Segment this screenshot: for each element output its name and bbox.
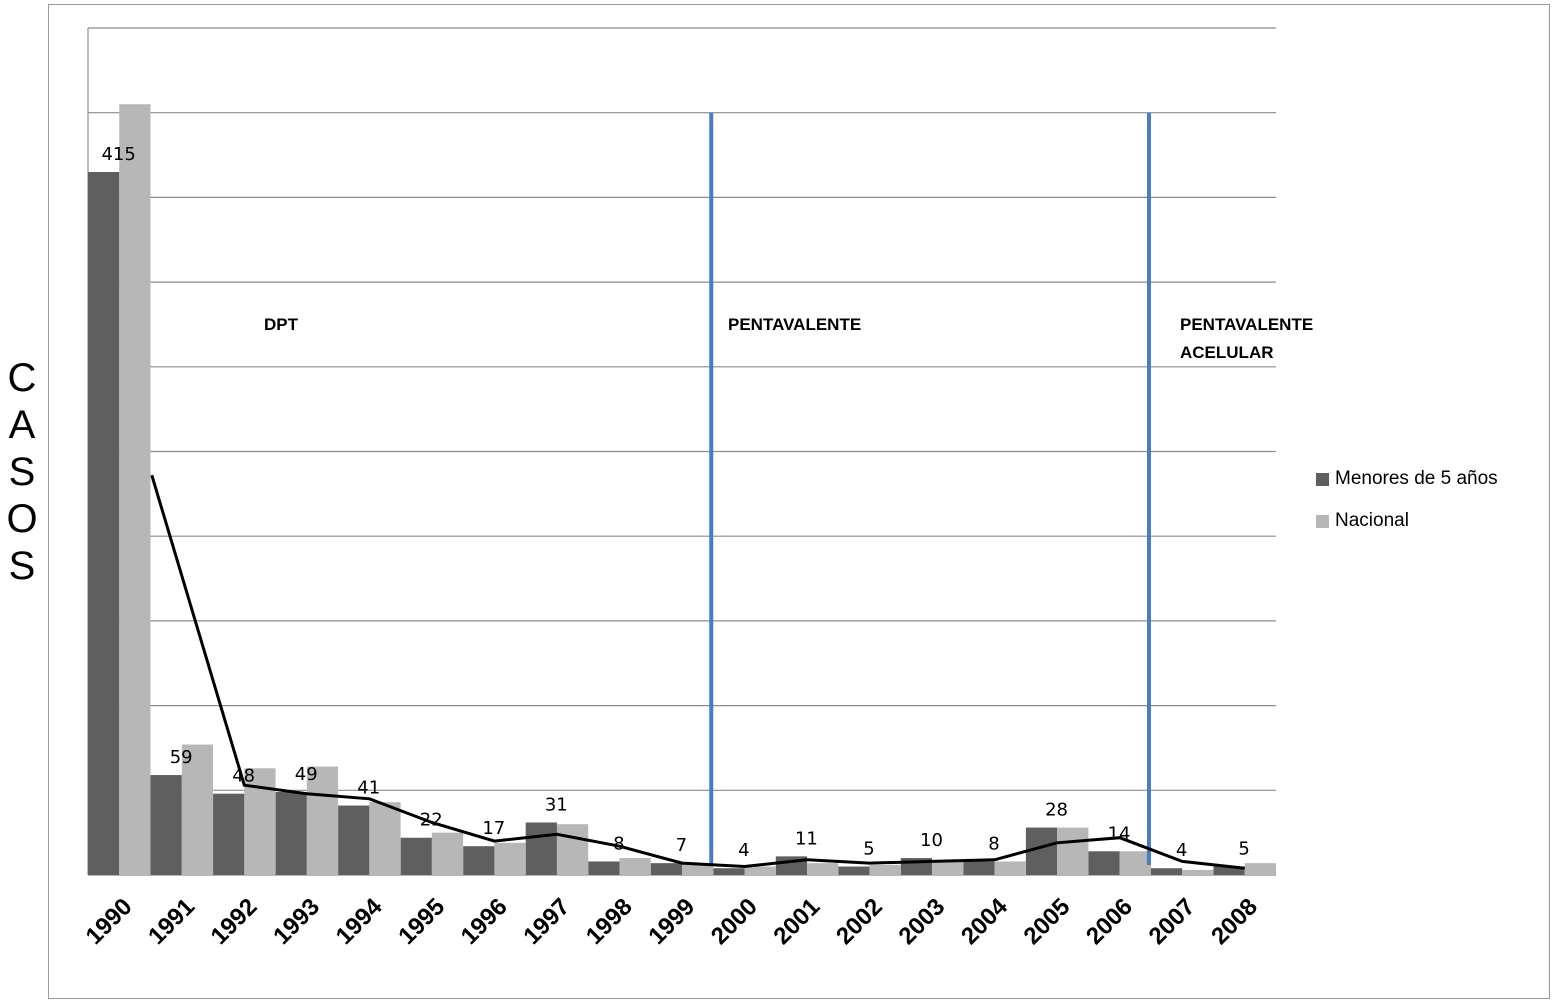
legend-label-menores: Menores de 5 años bbox=[1335, 468, 1498, 489]
bar-nacional bbox=[744, 866, 776, 875]
bar-nacional bbox=[431, 832, 464, 875]
bar-menores bbox=[150, 775, 182, 875]
data-label: 5 bbox=[863, 839, 874, 860]
bar-menores bbox=[1088, 851, 1120, 875]
data-label: 48 bbox=[232, 766, 255, 787]
x-tick-label: 1992 bbox=[206, 893, 263, 950]
bar-menores bbox=[400, 837, 432, 875]
bar-nacional bbox=[619, 858, 651, 875]
period-annotation: PENTAVALENTE bbox=[728, 315, 861, 334]
x-tick-label: 2008 bbox=[1206, 893, 1263, 950]
data-label: 59 bbox=[170, 747, 193, 768]
legend-swatch-nacional bbox=[1316, 514, 1329, 528]
bar-nacional bbox=[181, 744, 214, 875]
x-tick-label: 2006 bbox=[1081, 893, 1138, 950]
y-axis-label-letter: S bbox=[8, 450, 36, 494]
period-annotation: ACELULAR bbox=[1180, 343, 1274, 362]
x-tick-label: 1998 bbox=[581, 893, 638, 950]
x-tick-label: 2001 bbox=[768, 893, 825, 950]
bar-menores bbox=[338, 805, 370, 875]
bar-menores bbox=[838, 866, 870, 875]
period-annotation: PENTAVALENTE bbox=[1180, 315, 1313, 334]
x-tick-label: 1993 bbox=[268, 893, 325, 950]
x-tick-label: 1996 bbox=[456, 893, 513, 950]
x-tick-label: 2002 bbox=[831, 893, 888, 950]
data-label: 22 bbox=[420, 810, 443, 831]
bar-menores bbox=[88, 171, 120, 876]
bar-nacional bbox=[369, 802, 401, 875]
data-label: 28 bbox=[1045, 800, 1068, 821]
bar-nacional bbox=[1182, 869, 1214, 875]
legend-swatch-menores bbox=[1316, 472, 1329, 486]
bar-nacional bbox=[1119, 851, 1151, 875]
bar-nacional bbox=[556, 824, 589, 875]
y-axis-label-letter: S bbox=[8, 544, 36, 588]
data-label: 4 bbox=[1176, 840, 1187, 861]
y-axis-label-letter: O bbox=[6, 497, 38, 541]
legend-item-nacional: Nacional bbox=[1316, 510, 1409, 532]
bar-menores bbox=[525, 822, 557, 875]
x-tick-label: 2003 bbox=[894, 893, 951, 950]
bar-menores bbox=[588, 861, 620, 875]
bar-nacional bbox=[1057, 827, 1089, 875]
bar-nacional bbox=[119, 104, 151, 876]
bar-menores bbox=[275, 791, 307, 875]
data-label: 41 bbox=[357, 778, 380, 799]
legend-item-menores: Menores de 5 años bbox=[1316, 468, 1498, 490]
x-tick-label: 1999 bbox=[643, 893, 700, 950]
period-annotation: DPT bbox=[264, 315, 299, 334]
chart-frame bbox=[48, 4, 1550, 999]
bar-nacional bbox=[682, 863, 714, 875]
y-axis-label-letter: A bbox=[8, 403, 36, 447]
x-tick-label: 1997 bbox=[518, 893, 575, 950]
data-label: 8 bbox=[613, 833, 624, 854]
bar-nacional bbox=[1244, 863, 1276, 875]
bar-menores bbox=[463, 846, 495, 875]
bar-menores bbox=[713, 868, 745, 875]
x-tick-label: 2000 bbox=[706, 893, 763, 950]
bar-nacional bbox=[807, 863, 839, 875]
bar-nacional bbox=[932, 861, 964, 875]
data-label: 14 bbox=[1108, 823, 1131, 844]
data-label: 31 bbox=[545, 794, 568, 815]
bar-menores bbox=[213, 793, 245, 875]
data-label: 415 bbox=[101, 144, 135, 165]
data-label: 8 bbox=[988, 833, 999, 854]
y-axis-label-letter: C bbox=[7, 356, 37, 400]
legend-label-nacional: Nacional bbox=[1335, 510, 1409, 531]
x-tick-label: 1991 bbox=[143, 893, 200, 950]
bar-menores bbox=[1150, 868, 1183, 875]
x-tick-label: 1994 bbox=[331, 893, 388, 950]
bar-menores bbox=[1213, 866, 1245, 875]
bar-nacional bbox=[306, 766, 339, 875]
bar-menores bbox=[650, 863, 682, 875]
trend-line bbox=[150, 474, 1245, 870]
data-label: 49 bbox=[295, 764, 318, 785]
data-label: 11 bbox=[795, 828, 818, 849]
data-label: 4 bbox=[738, 840, 749, 861]
data-label: 7 bbox=[676, 835, 687, 856]
data-label: 17 bbox=[482, 818, 505, 839]
data-label: 5 bbox=[1238, 839, 1249, 860]
x-tick-label: 1995 bbox=[393, 893, 450, 950]
x-tick-label: 1990 bbox=[81, 893, 138, 950]
data-label: 10 bbox=[920, 830, 943, 851]
x-tick-label: 2007 bbox=[1144, 893, 1201, 950]
bar-nacional bbox=[494, 842, 526, 875]
bar-menores bbox=[963, 861, 995, 875]
x-tick-label: 2004 bbox=[956, 893, 1013, 950]
x-tick-label: 2005 bbox=[1019, 893, 1076, 950]
bar-nacional bbox=[994, 861, 1026, 875]
bar-nacional bbox=[869, 864, 901, 875]
